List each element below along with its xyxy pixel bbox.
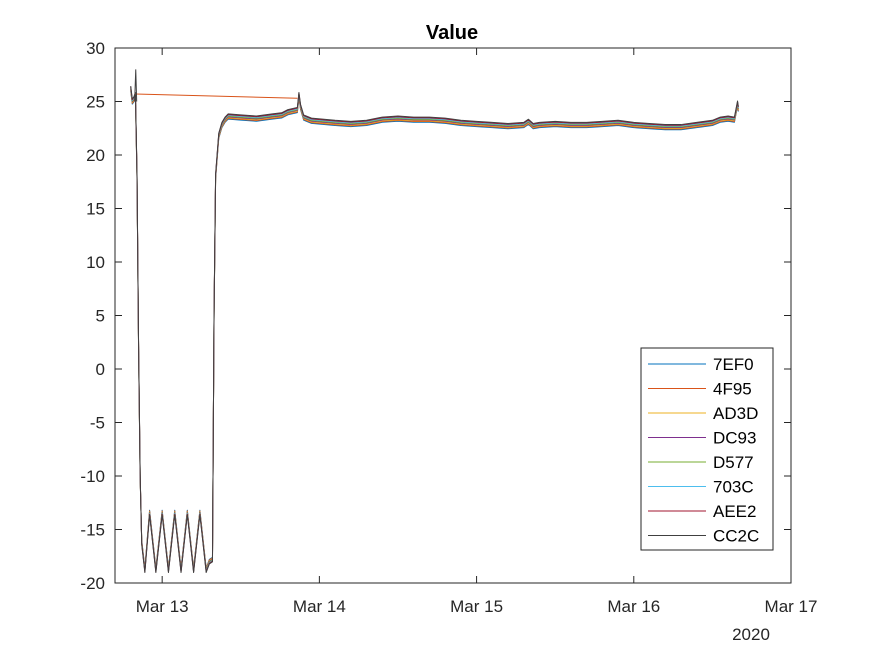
legend-label-d577: D577 — [713, 453, 754, 472]
x-tick-label: Mar 15 — [450, 597, 503, 616]
y-tick-label: -10 — [80, 467, 105, 486]
y-tick-label: -20 — [80, 574, 105, 593]
x-tick-label: Mar 14 — [293, 597, 346, 616]
x-tick-label: Mar 17 — [765, 597, 818, 616]
y-tick-label: 10 — [86, 253, 105, 272]
series-lines — [130, 69, 739, 574]
y-tick-label: 30 — [86, 39, 105, 58]
legend-label-aee2: AEE2 — [713, 502, 756, 521]
series-line-4f95-gap — [135, 93, 298, 99]
y-axis-ticks: -20 -15 -10 -5 0 5 10 15 20 25 30 — [80, 39, 791, 593]
legend-box — [640, 347, 774, 551]
legend-label-7ef0: 7EF0 — [713, 355, 754, 374]
legend-label-4f95: 4F95 — [713, 380, 752, 399]
x-tick-label: Mar 16 — [607, 597, 660, 616]
y-tick-label: 5 — [96, 307, 105, 326]
legend-label-703c: 703C — [713, 478, 754, 497]
y-tick-label: 15 — [86, 200, 105, 219]
legend-label-ad3d: AD3D — [713, 404, 758, 423]
y-tick-label: -5 — [90, 414, 105, 433]
x-axis-year-label: 2020 — [732, 625, 770, 644]
series-line-cc2c — [130, 85, 739, 574]
y-tick-label: -15 — [80, 521, 105, 540]
series-line-cc2c-spike — [134, 69, 138, 102]
y-tick-label: 20 — [86, 146, 105, 165]
legend-label-cc2c: CC2C — [713, 527, 759, 546]
legend-label-dc93: DC93 — [713, 429, 756, 448]
y-tick-label: 25 — [86, 93, 105, 112]
x-tick-label: Mar 13 — [136, 597, 189, 616]
chart-title: Value — [426, 22, 478, 44]
y-tick-label: 0 — [96, 360, 105, 379]
legend: 7EF0 4F95 AD3D DC93 D577 703C AEE2 CC2C — [640, 347, 774, 551]
x-axis-ticks: Mar 13 Mar 14 Mar 15 Mar 16 Mar 17 — [136, 48, 818, 616]
